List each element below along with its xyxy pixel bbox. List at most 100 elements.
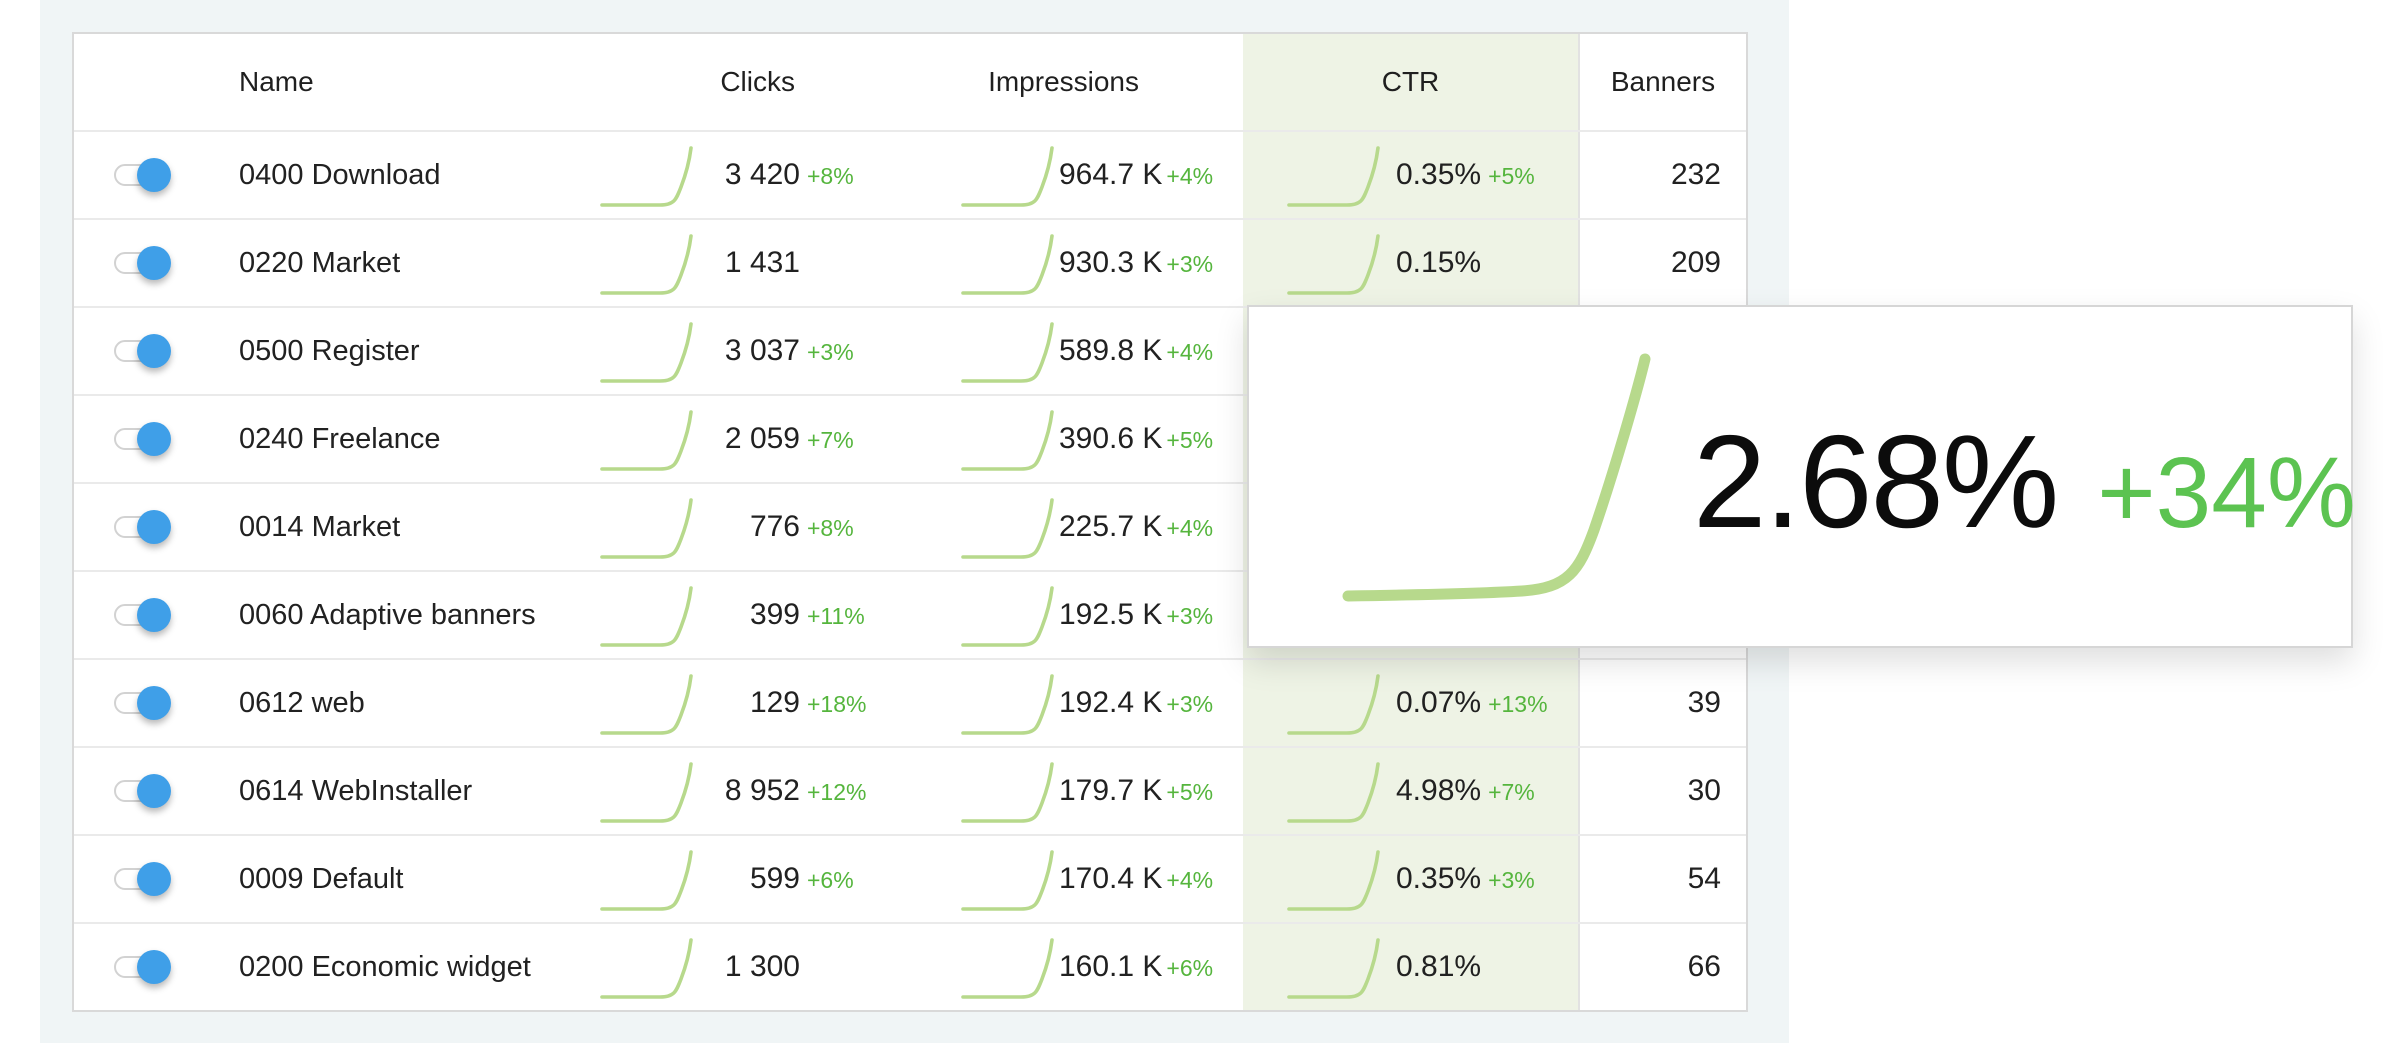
ctr-change: +3% bbox=[1488, 867, 1535, 893]
table-row[interactable]: 0612 web 129 +18% 192.4 K +3% bbox=[74, 658, 1746, 746]
row-name: 0009 Default bbox=[239, 862, 404, 895]
row-enabled-toggle[interactable] bbox=[114, 334, 171, 368]
impressions-cell: 192.5 K +3% bbox=[865, 572, 1243, 658]
impressions-change: +3% bbox=[1166, 691, 1214, 717]
clicks-sparkline-icon bbox=[600, 145, 693, 207]
ctr-cell: 0.15% bbox=[1243, 220, 1578, 306]
popup-sparkline-icon bbox=[1342, 353, 1651, 602]
row-enabled-toggle[interactable] bbox=[114, 950, 171, 984]
impressions-value: 160.1 K bbox=[1059, 950, 1163, 983]
clicks-change: +12% bbox=[807, 779, 867, 805]
table-header: Name Clicks Impressions CTR Banners bbox=[74, 34, 1746, 130]
toggle-cell bbox=[74, 572, 205, 658]
banners-value: 54 bbox=[1687, 862, 1721, 895]
table-row[interactable]: 0200 Economic widget 1 300 160.1 K +6% bbox=[74, 922, 1746, 1010]
row-enabled-toggle[interactable] bbox=[114, 510, 171, 544]
column-header-banners-label: Banners bbox=[1610, 66, 1716, 97]
row-enabled-toggle[interactable] bbox=[114, 158, 171, 192]
ctr-value: 0.15% bbox=[1396, 246, 1482, 279]
impressions-sparkline-icon bbox=[961, 497, 1054, 559]
column-header-clicks[interactable]: Clicks bbox=[560, 34, 865, 130]
ctr-sparkline-icon bbox=[1287, 233, 1380, 295]
impressions-value: 930.3 K bbox=[1059, 246, 1163, 279]
table-row[interactable]: 0009 Default 599 +6% 170.4 K +4% bbox=[74, 834, 1746, 922]
toggle-cell bbox=[74, 484, 205, 570]
impressions-sparkline-icon bbox=[961, 673, 1054, 735]
ctr-cell: 0.35% +3% bbox=[1243, 836, 1578, 922]
column-header-name-label: Name bbox=[239, 66, 314, 97]
toggle-cell bbox=[74, 836, 205, 922]
impressions-sparkline-icon bbox=[961, 761, 1054, 823]
impressions-sparkline-icon bbox=[961, 585, 1054, 647]
impressions-change: +6% bbox=[1166, 955, 1214, 981]
ctr-sparkline-icon bbox=[1287, 673, 1380, 735]
impressions-cell: 225.7 K +4% bbox=[865, 484, 1243, 570]
row-name: 0014 Market bbox=[239, 510, 401, 543]
column-header-clicks-label: Clicks bbox=[720, 66, 795, 97]
ctr-cell: 0.35% +5% bbox=[1243, 132, 1578, 218]
row-enabled-toggle[interactable] bbox=[114, 686, 171, 720]
column-header-impressions[interactable]: Impressions bbox=[865, 34, 1243, 130]
name-cell: 0200 Economic widget bbox=[205, 924, 560, 1010]
clicks-cell: 129 +18% bbox=[560, 660, 867, 746]
name-cell: 0240 Freelance bbox=[205, 396, 560, 482]
clicks-cell: 1 431 bbox=[560, 220, 865, 306]
clicks-cell: 3 037 +3% bbox=[560, 308, 865, 394]
ctr-change: +7% bbox=[1488, 779, 1535, 805]
impressions-sparkline-icon bbox=[961, 937, 1054, 999]
table-row[interactable]: 0614 WebInstaller 8 952 +12% 179.7 K +5% bbox=[74, 746, 1746, 834]
clicks-sparkline-icon bbox=[600, 937, 693, 999]
row-enabled-toggle[interactable] bbox=[114, 862, 171, 896]
clicks-change: +3% bbox=[807, 339, 854, 365]
column-header-ctr[interactable]: CTR bbox=[1243, 34, 1578, 130]
impressions-cell: 192.4 K +3% bbox=[865, 660, 1243, 746]
row-enabled-toggle[interactable] bbox=[114, 246, 171, 280]
clicks-sparkline-icon bbox=[600, 761, 693, 823]
table-row[interactable]: 0220 Market 1 431 930.3 K +3% bbox=[74, 218, 1746, 306]
clicks-value: 129 bbox=[749, 686, 800, 719]
ctr-sparkline-icon bbox=[1287, 761, 1380, 823]
column-header-name[interactable]: Name bbox=[205, 34, 560, 130]
impressions-cell: 964.7 K +4% bbox=[865, 132, 1243, 218]
name-cell: 0014 Market bbox=[205, 484, 560, 570]
toggle-cell bbox=[74, 132, 205, 218]
table-row[interactable]: 0400 Download 3 420 +8% 964.7 K +4% bbox=[74, 130, 1746, 218]
clicks-cell: 599 +6% bbox=[560, 836, 865, 922]
ctr-cell: 0.07% +13% bbox=[1243, 660, 1578, 746]
popup-numbers: 2.68% +34% bbox=[1693, 406, 2356, 557]
name-cell: 0612 web bbox=[205, 660, 560, 746]
row-name: 0060 Adaptive banners bbox=[239, 598, 536, 631]
row-name: 0614 WebInstaller bbox=[239, 774, 473, 807]
row-name: 0220 Market bbox=[239, 246, 401, 279]
banners-cell: 66 bbox=[1578, 924, 1746, 1010]
toggle-knob-icon bbox=[137, 510, 171, 544]
row-name: 0612 web bbox=[239, 686, 365, 719]
name-cell: 0614 WebInstaller bbox=[205, 748, 560, 834]
impressions-change: +4% bbox=[1166, 163, 1214, 189]
impressions-change: +3% bbox=[1166, 251, 1214, 277]
impressions-sparkline-icon bbox=[961, 321, 1054, 383]
clicks-value: 599 bbox=[749, 862, 800, 895]
impressions-cell: 390.6 K +5% bbox=[865, 396, 1243, 482]
clicks-sparkline-icon bbox=[600, 233, 693, 295]
name-cell: 0500 Register bbox=[205, 308, 560, 394]
toggle-knob-icon bbox=[137, 950, 171, 984]
toggle-cell bbox=[74, 220, 205, 306]
row-enabled-toggle[interactable] bbox=[114, 598, 171, 632]
banners-cell: 232 bbox=[1578, 132, 1746, 218]
clicks-change: +18% bbox=[807, 691, 867, 717]
column-header-banners[interactable]: Banners bbox=[1578, 34, 1746, 130]
banners-cell: 39 bbox=[1578, 660, 1746, 746]
row-enabled-toggle[interactable] bbox=[114, 774, 171, 808]
impressions-value: 964.7 K bbox=[1059, 158, 1163, 191]
ctr-value: 0.81% bbox=[1396, 950, 1482, 983]
row-enabled-toggle[interactable] bbox=[114, 422, 171, 456]
impressions-value: 179.7 K bbox=[1059, 774, 1163, 807]
toggle-knob-icon bbox=[137, 598, 171, 632]
clicks-value: 1 431 bbox=[724, 246, 800, 279]
banners-cell: 209 bbox=[1578, 220, 1746, 306]
ctr-value: 0.35% bbox=[1396, 158, 1482, 191]
clicks-sparkline-icon bbox=[600, 673, 693, 735]
toggle-knob-icon bbox=[137, 158, 171, 192]
toggle-cell bbox=[74, 396, 205, 482]
